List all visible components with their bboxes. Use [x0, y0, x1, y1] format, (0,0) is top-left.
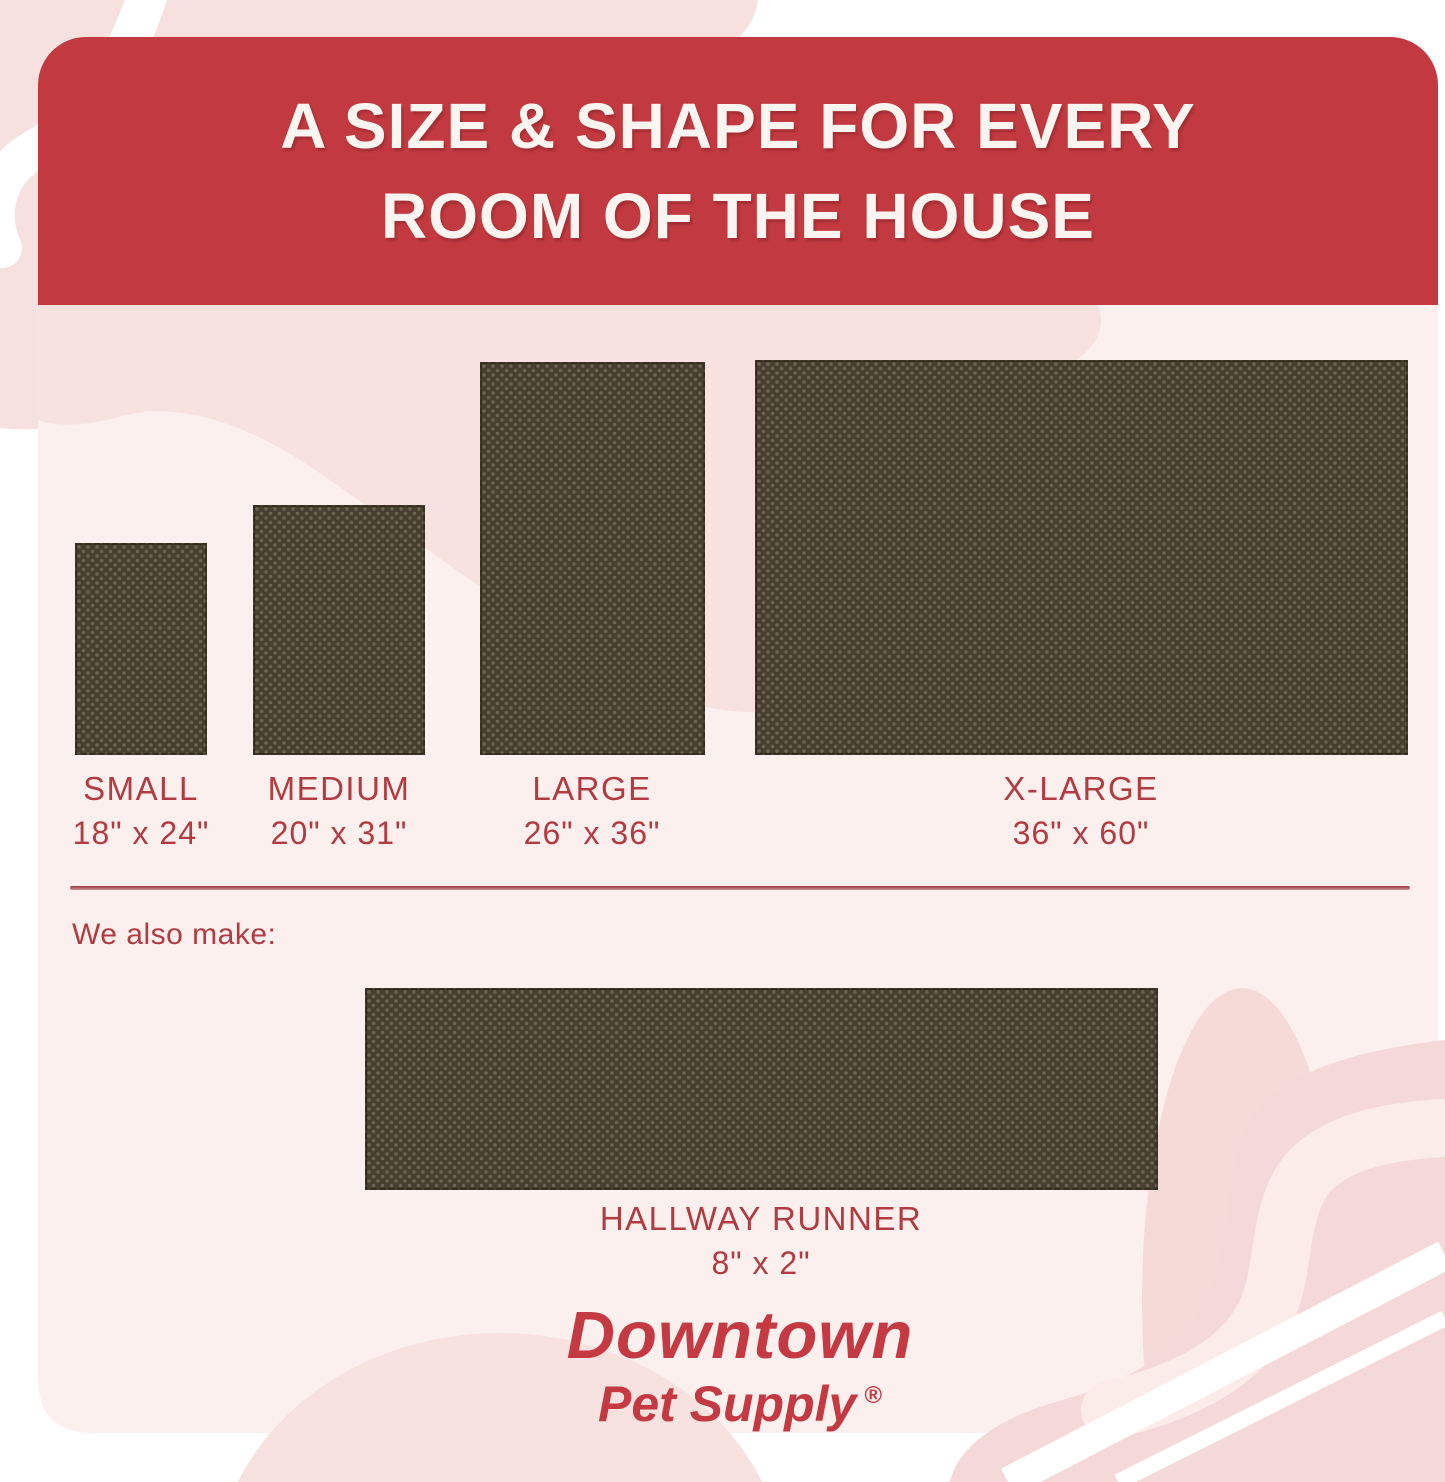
page-title-line2: ROOM OF THE HOUSE	[381, 180, 1095, 252]
size-name: HALLWAY RUNNER	[599, 1200, 923, 1237]
runner-label: HALLWAY RUNNER 8" x 2"	[591, 1200, 931, 1282]
size-dimensions: 36" x 60"	[1012, 815, 1150, 851]
section-divider	[70, 886, 1410, 890]
size-name: LARGE	[532, 770, 652, 807]
size-dimensions: 26" x 36"	[523, 815, 661, 851]
page-title: A SIZE & SHAPE FOR EVERY ROOM OF THE HOU…	[280, 81, 1195, 261]
brand-name: Downtown	[566, 1298, 914, 1373]
size-label-xlarge: X-LARGE 36" x 60"	[911, 770, 1251, 852]
size-name: MEDIUM	[267, 770, 411, 807]
also-make-label: We also make:	[72, 918, 277, 951]
header-banner: A SIZE & SHAPE FOR EVERY ROOM OF THE HOU…	[38, 37, 1438, 305]
registered-mark: ®	[864, 1382, 883, 1409]
brand-logo: Downtown Pet Supply ®	[540, 1298, 940, 1432]
size-dimensions: 18" x 24"	[72, 815, 210, 851]
brand-tagline-text: Pet Supply	[597, 1376, 857, 1432]
brand-tagline: Pet Supply ®	[540, 1368, 940, 1432]
mat-hallway-runner-swatch	[365, 988, 1158, 1190]
page-title-line1: A SIZE & SHAPE FOR EVERY	[280, 90, 1196, 162]
size-dimensions: 20" x 31"	[270, 815, 408, 851]
size-dimensions: 8" x 2"	[711, 1245, 811, 1281]
size-label-large: LARGE 26" x 36"	[422, 770, 762, 852]
size-name: SMALL	[83, 770, 199, 807]
size-name: X-LARGE	[1003, 770, 1159, 807]
mat-medium-swatch	[253, 505, 425, 755]
mat-xlarge-swatch	[755, 360, 1408, 755]
size-label-medium: MEDIUM 20" x 31"	[169, 770, 509, 852]
mat-small-swatch	[75, 543, 207, 755]
mat-large-swatch	[480, 362, 705, 755]
size-label-small: SMALL 18" x 24"	[0, 770, 311, 852]
